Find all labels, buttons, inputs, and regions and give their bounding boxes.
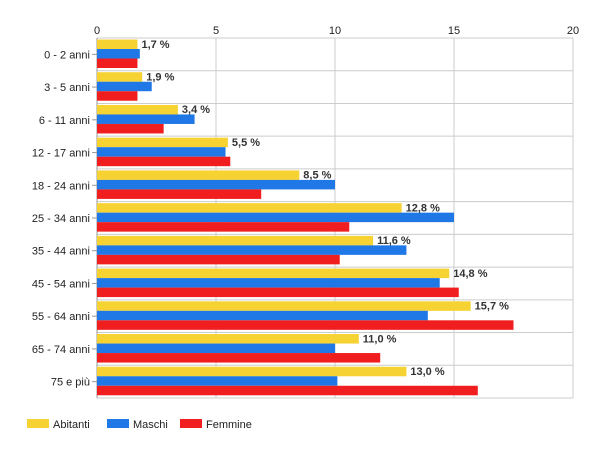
bar-abitanti (97, 235, 374, 246)
legend-swatch-abitanti (27, 419, 49, 428)
bar-abitanti (97, 334, 359, 344)
bar-femmine (97, 156, 231, 167)
bar-abitanti (97, 104, 178, 115)
legend-label: Femmine (206, 419, 252, 431)
bar-maschi (97, 179, 335, 190)
legend: Abitanti Maschi Femmine (27, 419, 252, 431)
bar-femmine (97, 58, 138, 68)
bar-maschi (97, 245, 407, 255)
labels-layer: 0 5 10 15 20 0 - 2 anni 1,7 % 3 - 5 anni 1,9 % 6 … (32, 25, 579, 389)
category-label: 6 - 11 anni (39, 115, 90, 127)
legend-label: Abitanti (53, 419, 90, 431)
category-label: 12 - 17 anni (32, 148, 90, 160)
bar-abitanti (97, 366, 407, 377)
data-label: 14,8 % (453, 268, 487, 280)
data-label: 12,8 % (406, 202, 440, 214)
bar-femmine (97, 222, 350, 232)
bar-femmine (97, 123, 164, 134)
category-label: 18 - 24 anni (32, 180, 90, 192)
category-label: 0 - 2 anni (44, 49, 90, 61)
bar-abitanti (97, 203, 402, 213)
bar-femmine (97, 385, 478, 396)
legend-label: Maschi (133, 419, 168, 431)
x-tick-label: 15 (448, 25, 460, 37)
category-label: 3 - 5 anni (44, 82, 90, 94)
x-tick-label: 10 (329, 25, 341, 37)
x-tick-label: 5 (213, 25, 219, 37)
x-tick-label: 20 (567, 25, 579, 37)
bar-maschi (97, 310, 428, 321)
data-label: 1,9 % (146, 71, 174, 83)
bars-layer (97, 39, 514, 396)
category-label: 45 - 54 anni (32, 278, 90, 290)
bar-maschi (97, 212, 454, 223)
data-label: 8,5 % (303, 170, 331, 182)
bar-femmine (97, 287, 459, 298)
bar-maschi (97, 343, 335, 354)
data-label: 3,4 % (182, 104, 210, 116)
bar-abitanti (97, 301, 471, 311)
bar-abitanti (97, 268, 450, 279)
category-label: 75 e più (51, 377, 90, 389)
bar-femmine (97, 91, 138, 101)
x-tick-label: 0 (94, 25, 100, 37)
bar-femmine (97, 320, 514, 330)
bar-maschi (97, 147, 226, 157)
category-label: 55 - 64 anni (32, 311, 90, 323)
bar-abitanti (97, 39, 138, 49)
data-label: 13,0 % (410, 366, 444, 378)
data-label: 15,7 % (475, 301, 509, 313)
bar-abitanti (97, 137, 228, 148)
legend-swatch-maschi (107, 419, 129, 428)
category-label: 25 - 34 anni (32, 213, 90, 225)
bar-femmine (97, 254, 340, 265)
bar-maschi (97, 81, 152, 92)
bar-maschi (97, 376, 338, 386)
bar-femmine (97, 353, 381, 363)
bar-abitanti (97, 170, 300, 180)
bar-maschi (97, 49, 140, 59)
category-label: 65 - 74 anni (32, 344, 90, 356)
data-label: 11,0 % (363, 333, 397, 345)
data-label: 5,5 % (232, 137, 260, 149)
legend-swatch-femmine (180, 419, 202, 428)
bar-femmine (97, 189, 262, 199)
data-label: 1,7 % (141, 39, 169, 51)
data-label: 11,6 % (377, 235, 411, 247)
bar-abitanti (97, 72, 143, 82)
bar-maschi (97, 114, 195, 124)
bar-maschi (97, 278, 440, 288)
category-label: 35 - 44 anni (32, 246, 90, 258)
